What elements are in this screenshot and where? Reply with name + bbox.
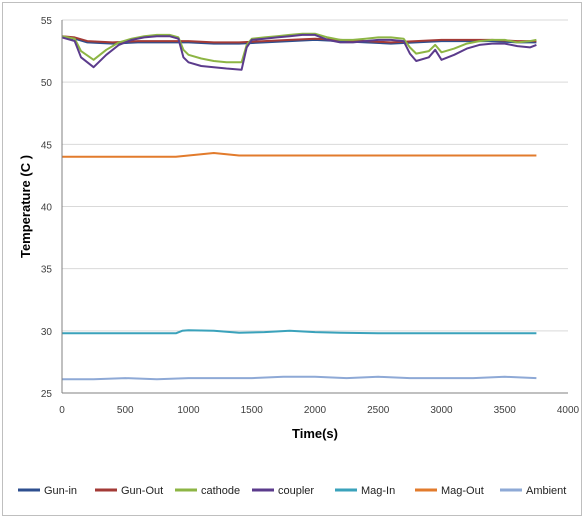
legend-label: Gun-Out xyxy=(121,485,163,497)
x-tick-label: 2500 xyxy=(367,405,390,416)
legend-item-ambient: Ambient xyxy=(500,485,566,497)
y-tick-label: 40 xyxy=(41,203,53,214)
legend-label: Mag-In xyxy=(361,485,395,497)
y-tick-label: 30 xyxy=(41,327,53,338)
x-tick-label: 0 xyxy=(59,405,65,416)
x-axis-title: Time(s) xyxy=(292,426,338,441)
gridlines xyxy=(62,19,568,394)
y-tick-label: 25 xyxy=(41,389,53,400)
x-tick-label: 3500 xyxy=(494,405,517,416)
legend-item-cathode: cathode xyxy=(175,485,240,497)
x-tick-label: 4000 xyxy=(557,405,580,416)
x-tick-labels: 0 500 1000 1500 2000 2500 3000 3500 4000 xyxy=(59,405,579,416)
legend-item-mag-in: Mag-In xyxy=(335,485,395,497)
series-line-mag-in xyxy=(62,329,537,335)
series-layer xyxy=(61,32,537,381)
legend-item-mag-out: Mag-Out xyxy=(415,485,484,497)
series-line-ambient xyxy=(62,375,537,381)
x-tick-label: 3000 xyxy=(430,405,453,416)
x-tick-label: 1500 xyxy=(241,405,264,416)
legend-item-gun-out: Gun-Out xyxy=(95,485,163,497)
x-tick-label: 1000 xyxy=(177,405,200,416)
legend-label: Mag-Out xyxy=(441,485,484,497)
legend-label: coupler xyxy=(278,485,314,497)
series-line-mag-out xyxy=(62,152,537,158)
x-tick-label: 500 xyxy=(117,405,134,416)
y-tick-label: 35 xyxy=(41,265,53,276)
legend-label: Ambient xyxy=(526,485,566,497)
y-tick-labels: 25 30 35 40 45 50 55 xyxy=(41,16,53,400)
y-tick-label: 55 xyxy=(41,16,53,27)
series-line-cathode xyxy=(61,32,537,64)
y-tick-label: 50 xyxy=(41,78,53,89)
y-axis-title: Temperature (C ) xyxy=(18,155,33,258)
axes xyxy=(61,20,568,394)
legend-item-gun-in: Gun-in xyxy=(18,485,77,497)
y-tick-label: 45 xyxy=(41,140,53,151)
legend-label: Gun-in xyxy=(44,485,77,497)
series-line-coupler xyxy=(61,33,537,71)
legend-item-coupler: coupler xyxy=(252,485,314,497)
legend-label: cathode xyxy=(201,485,240,497)
chart-frame xyxy=(2,2,582,516)
x-tick-label: 2000 xyxy=(304,405,327,416)
legend: Gun-in Gun-Out cathode coupler Mag-In Mag-Out… xyxy=(18,485,566,497)
